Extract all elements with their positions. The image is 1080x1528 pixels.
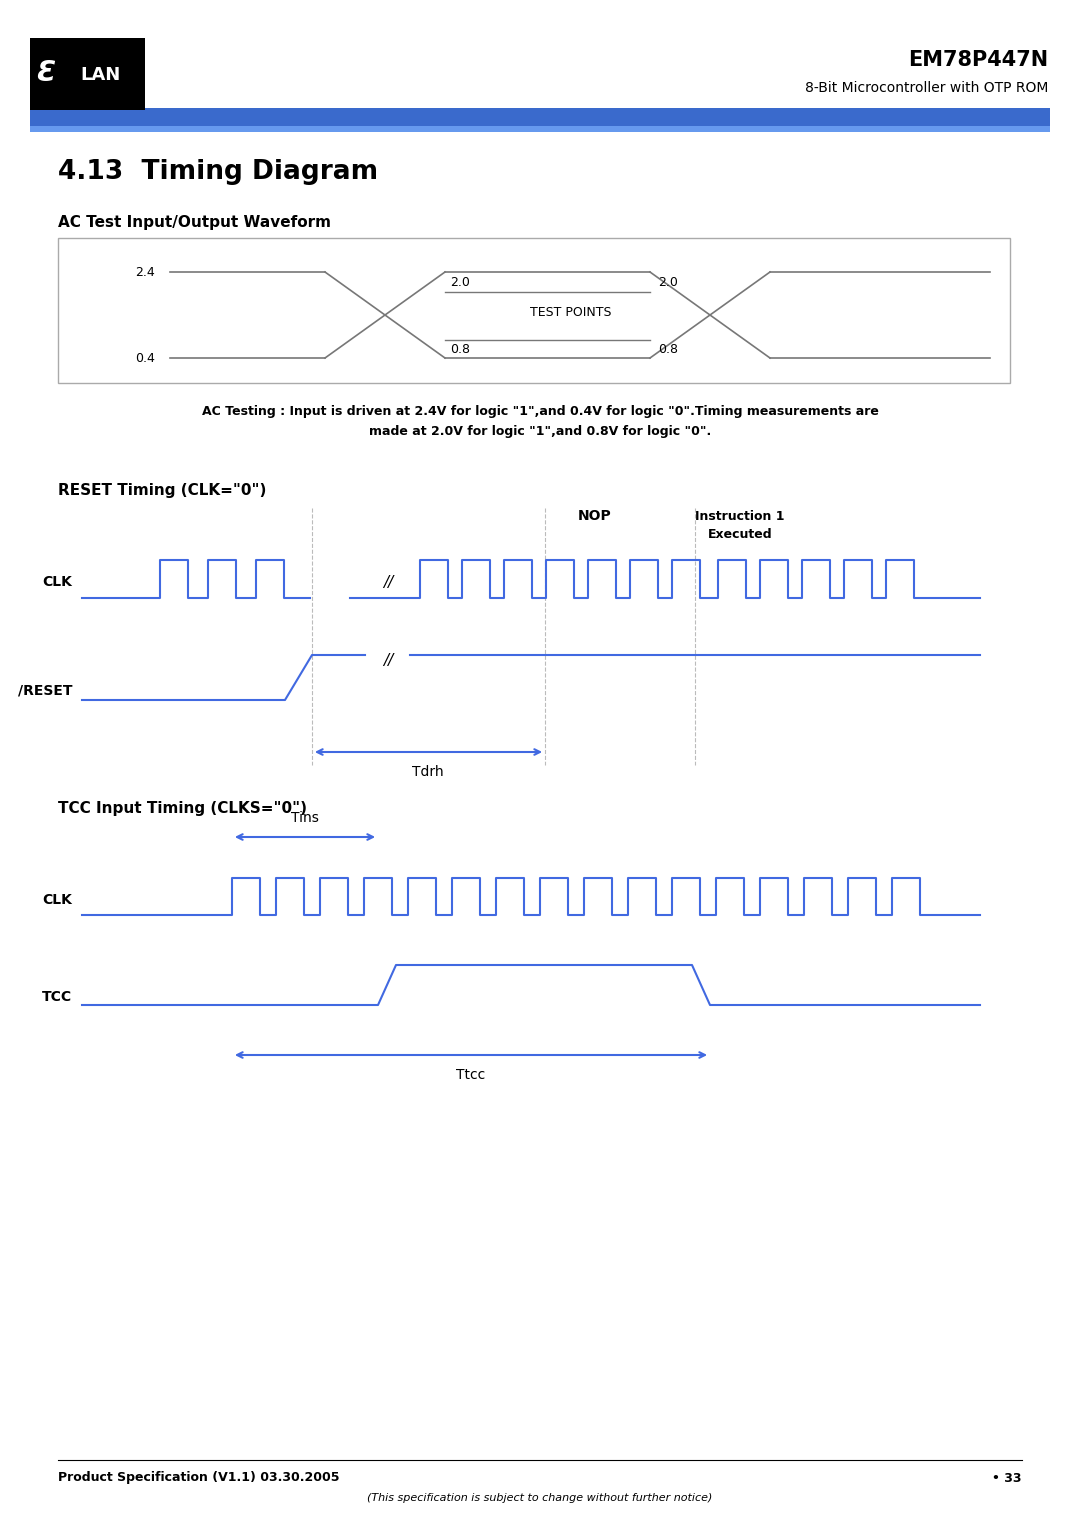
Text: 0.4: 0.4 — [135, 351, 156, 365]
Text: 0.8: 0.8 — [658, 342, 678, 356]
Text: //: // — [383, 575, 393, 590]
Text: TEST POINTS: TEST POINTS — [530, 307, 611, 319]
Text: AC Test Input/Output Waveform: AC Test Input/Output Waveform — [58, 214, 330, 229]
Text: Ttcc: Ttcc — [457, 1068, 486, 1082]
Text: 0.8: 0.8 — [450, 342, 470, 356]
Text: Executed: Executed — [707, 527, 772, 541]
Text: 2.4: 2.4 — [135, 266, 156, 278]
Text: LAN: LAN — [80, 66, 120, 84]
Text: made at 2.0V for logic "1",and 0.8V for logic "0".: made at 2.0V for logic "1",and 0.8V for … — [369, 425, 711, 439]
Text: /RESET: /RESET — [17, 683, 72, 697]
Bar — [58, 238, 1010, 384]
Text: AC Testing : Input is driven at 2.4V for logic "1",and 0.4V for logic "0".Timing: AC Testing : Input is driven at 2.4V for… — [202, 405, 878, 419]
Text: Product Specification (V1.1) 03.30.2005: Product Specification (V1.1) 03.30.2005 — [58, 1471, 339, 1485]
Text: NOP: NOP — [578, 509, 612, 523]
Text: 8-Bit Microcontroller with OTP ROM: 8-Bit Microcontroller with OTP ROM — [805, 81, 1048, 95]
Text: CLK: CLK — [42, 892, 72, 908]
Text: Tdrh: Tdrh — [413, 766, 444, 779]
Text: EM78P447N: EM78P447N — [908, 50, 1048, 70]
Bar — [30, 125, 1050, 131]
Text: • 33: • 33 — [993, 1471, 1022, 1485]
Text: 4.13  Timing Diagram: 4.13 Timing Diagram — [58, 159, 378, 185]
Text: CLK: CLK — [42, 575, 72, 588]
Text: 2.0: 2.0 — [450, 277, 470, 289]
Text: 2.0: 2.0 — [658, 277, 678, 289]
Text: TCC Input Timing (CLKS="0"): TCC Input Timing (CLKS="0") — [58, 801, 307, 816]
Text: TCC: TCC — [42, 990, 72, 1004]
Text: RESET Timing (CLK="0"): RESET Timing (CLK="0") — [58, 483, 267, 498]
Bar — [30, 38, 145, 110]
Bar — [30, 108, 1050, 128]
Text: Instruction 1: Instruction 1 — [696, 509, 785, 523]
Text: Ɛ: Ɛ — [37, 60, 56, 87]
Text: Tins: Tins — [292, 811, 319, 825]
Text: (This specification is subject to change without further notice): (This specification is subject to change… — [367, 1493, 713, 1504]
Text: //: // — [383, 652, 393, 668]
